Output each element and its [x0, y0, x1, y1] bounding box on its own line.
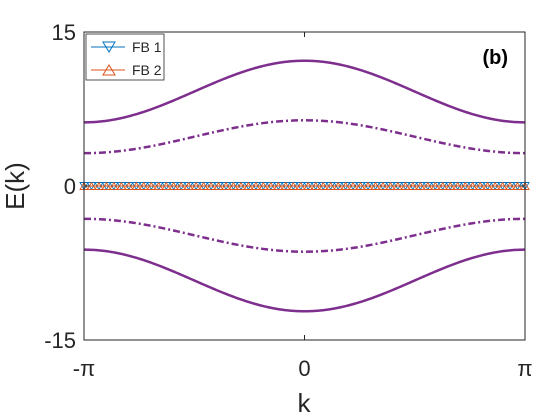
flat-band-marker	[400, 181, 411, 190]
flat-band-marker	[378, 181, 388, 190]
flat-band-marker	[266, 181, 276, 190]
flat-band-marker	[101, 181, 112, 190]
flat-band-marker	[281, 181, 291, 190]
flat-band-marker	[168, 181, 179, 190]
flat-band-marker	[460, 181, 470, 190]
flat-band-marker	[482, 181, 493, 190]
flat-band-marker	[333, 181, 343, 190]
flat-band-marker	[236, 181, 246, 190]
legend-label-fb2: FB 2	[132, 62, 162, 78]
flat-band-marker	[430, 181, 441, 190]
flat-band-marker	[213, 181, 224, 190]
flat-band-marker	[273, 181, 284, 190]
flat-band-marker	[475, 181, 485, 190]
flat-band-marker	[198, 181, 209, 190]
flat-band-marker	[303, 181, 314, 190]
flat-band-marker	[340, 181, 351, 190]
flat-band-marker	[295, 181, 306, 190]
flat-band-marker	[393, 181, 403, 190]
flat-band-marker	[318, 181, 328, 190]
panel-label: (b)	[482, 47, 508, 69]
y-tick-label: 15	[52, 20, 76, 45]
flat-band-marker	[325, 181, 336, 190]
band-line-4	[83, 248, 526, 313]
y-tick-label: -15	[44, 328, 76, 353]
flat-band-marker	[363, 181, 373, 190]
flat-band-marker	[445, 181, 456, 190]
band-line-1	[83, 59, 526, 124]
flat-band-marker	[415, 181, 426, 190]
flat-band-marker	[370, 181, 381, 190]
flat-band-marker	[116, 181, 127, 190]
flat-band-marker	[355, 181, 366, 190]
legend-marker-fb1	[102, 41, 116, 53]
flat-band-marker	[452, 181, 463, 190]
flat-band-marker	[385, 181, 396, 190]
x-tick-label: π	[517, 356, 532, 381]
flat-band-marker	[221, 181, 231, 190]
flat-band-marker	[490, 181, 500, 190]
flat-band-marker	[183, 181, 194, 190]
flat-band-marker	[505, 181, 515, 190]
legend-label-fb1: FB 1	[132, 39, 162, 55]
flat-band-marker	[86, 181, 97, 190]
flat-band-marker	[348, 181, 358, 190]
y-axis-label: E(k)	[0, 162, 30, 210]
flat-band-marker	[288, 181, 299, 190]
flat-band-marker	[243, 181, 254, 190]
flat-band-marker	[497, 181, 508, 190]
flat-band-marker	[153, 181, 164, 190]
flat-band-marker	[467, 181, 478, 190]
band-lines	[83, 59, 526, 313]
legend-box	[85, 33, 165, 81]
flat-band-marker	[124, 181, 134, 190]
flat-band-marker	[251, 181, 261, 190]
flat-band-marker	[176, 181, 186, 190]
flat-band-marker	[258, 181, 269, 190]
flat-band-marker	[161, 181, 171, 190]
flat-band-marker	[228, 181, 239, 190]
flat-band-marker	[310, 181, 321, 190]
legend-marker-fb2	[102, 64, 116, 76]
flat-band-markers	[79, 181, 530, 191]
flat-band-marker	[191, 181, 201, 190]
x-axis-label: k	[298, 388, 312, 418]
flat-band-marker	[423, 181, 433, 190]
axis-ticks: -π 0 π -15 0 15	[44, 20, 532, 381]
flat-band-marker	[109, 181, 119, 190]
flat-band-marker	[94, 181, 104, 190]
flat-band-marker	[512, 181, 523, 190]
x-tick-label: 0	[298, 356, 310, 381]
flat-band-marker	[131, 181, 142, 190]
y-tick-label: 0	[64, 174, 76, 199]
flat-band-marker	[206, 181, 216, 190]
flat-band-marker	[408, 181, 418, 190]
x-tick-label: -π	[73, 356, 96, 381]
flat-band-marker	[139, 181, 149, 190]
legend: FB 1 FB 2	[85, 33, 165, 81]
flat-band-marker	[438, 181, 448, 190]
flat-band-marker	[146, 181, 157, 190]
